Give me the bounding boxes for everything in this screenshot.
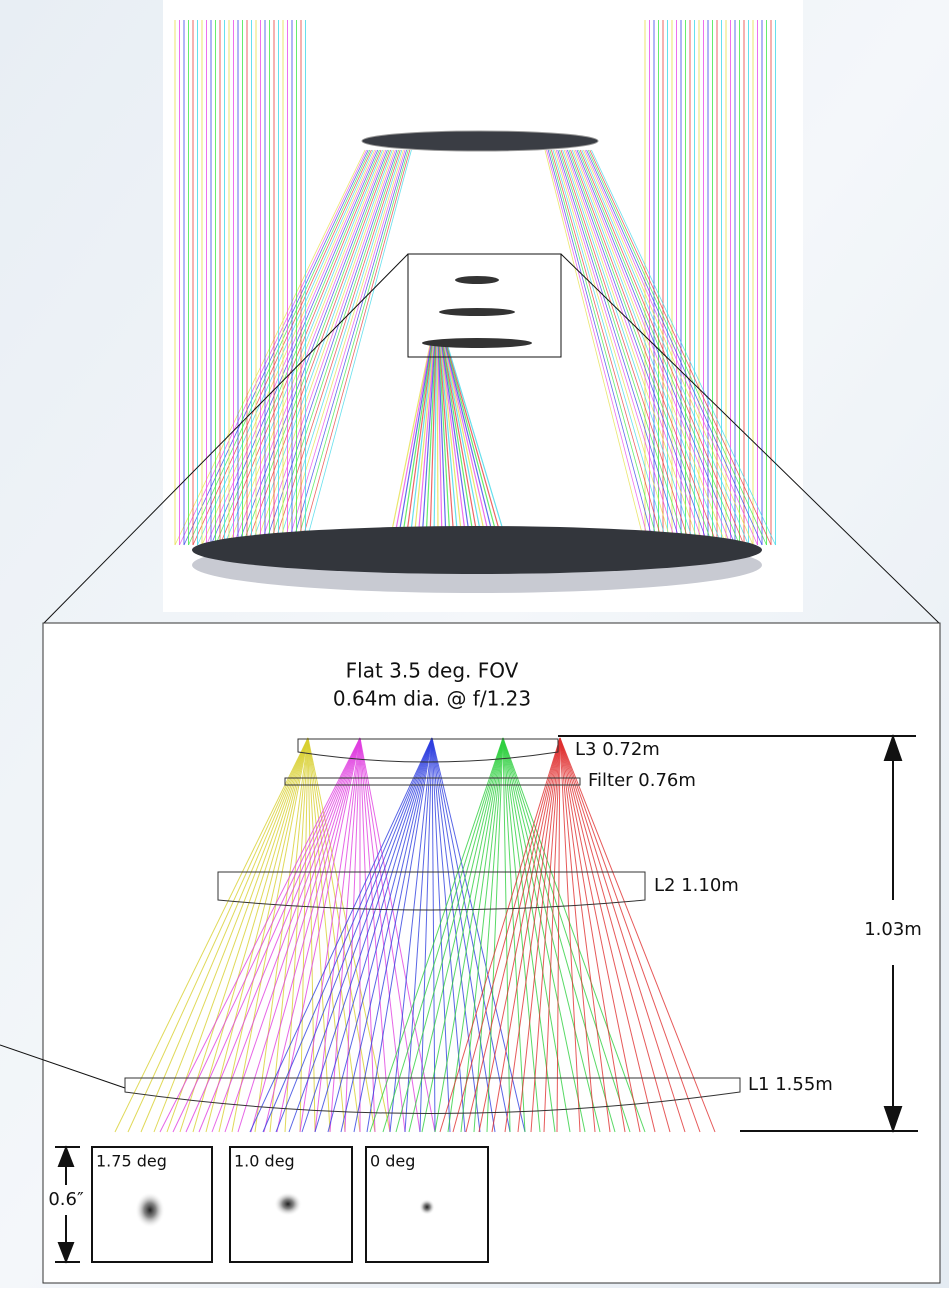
primary-mirror (192, 526, 762, 574)
lens-label: L3 0.72m (575, 739, 660, 760)
caption: Flat 3.5 deg. FOV (346, 659, 519, 683)
spot-label: 1.75 deg (96, 1152, 167, 1171)
spot-label: 1.0 deg (234, 1152, 295, 1171)
secondary-mirror (362, 131, 598, 151)
figure: Flat 3.5 deg. FOV 0.64m dia. @ f/1.23 L3… (0, 0, 949, 1288)
spot-label: 0 deg (370, 1152, 415, 1171)
lens-label: L2 1.10m (654, 875, 739, 896)
dimension-label: 1.03m (864, 919, 922, 940)
lens-label: L1 1.55m (748, 1074, 833, 1095)
scale-label: 0.6″ (48, 1189, 84, 1210)
telescope-panel (163, 0, 803, 612)
lens-label: Filter 0.76m (588, 770, 696, 791)
caption: 0.64m dia. @ f/1.23 (333, 687, 531, 711)
